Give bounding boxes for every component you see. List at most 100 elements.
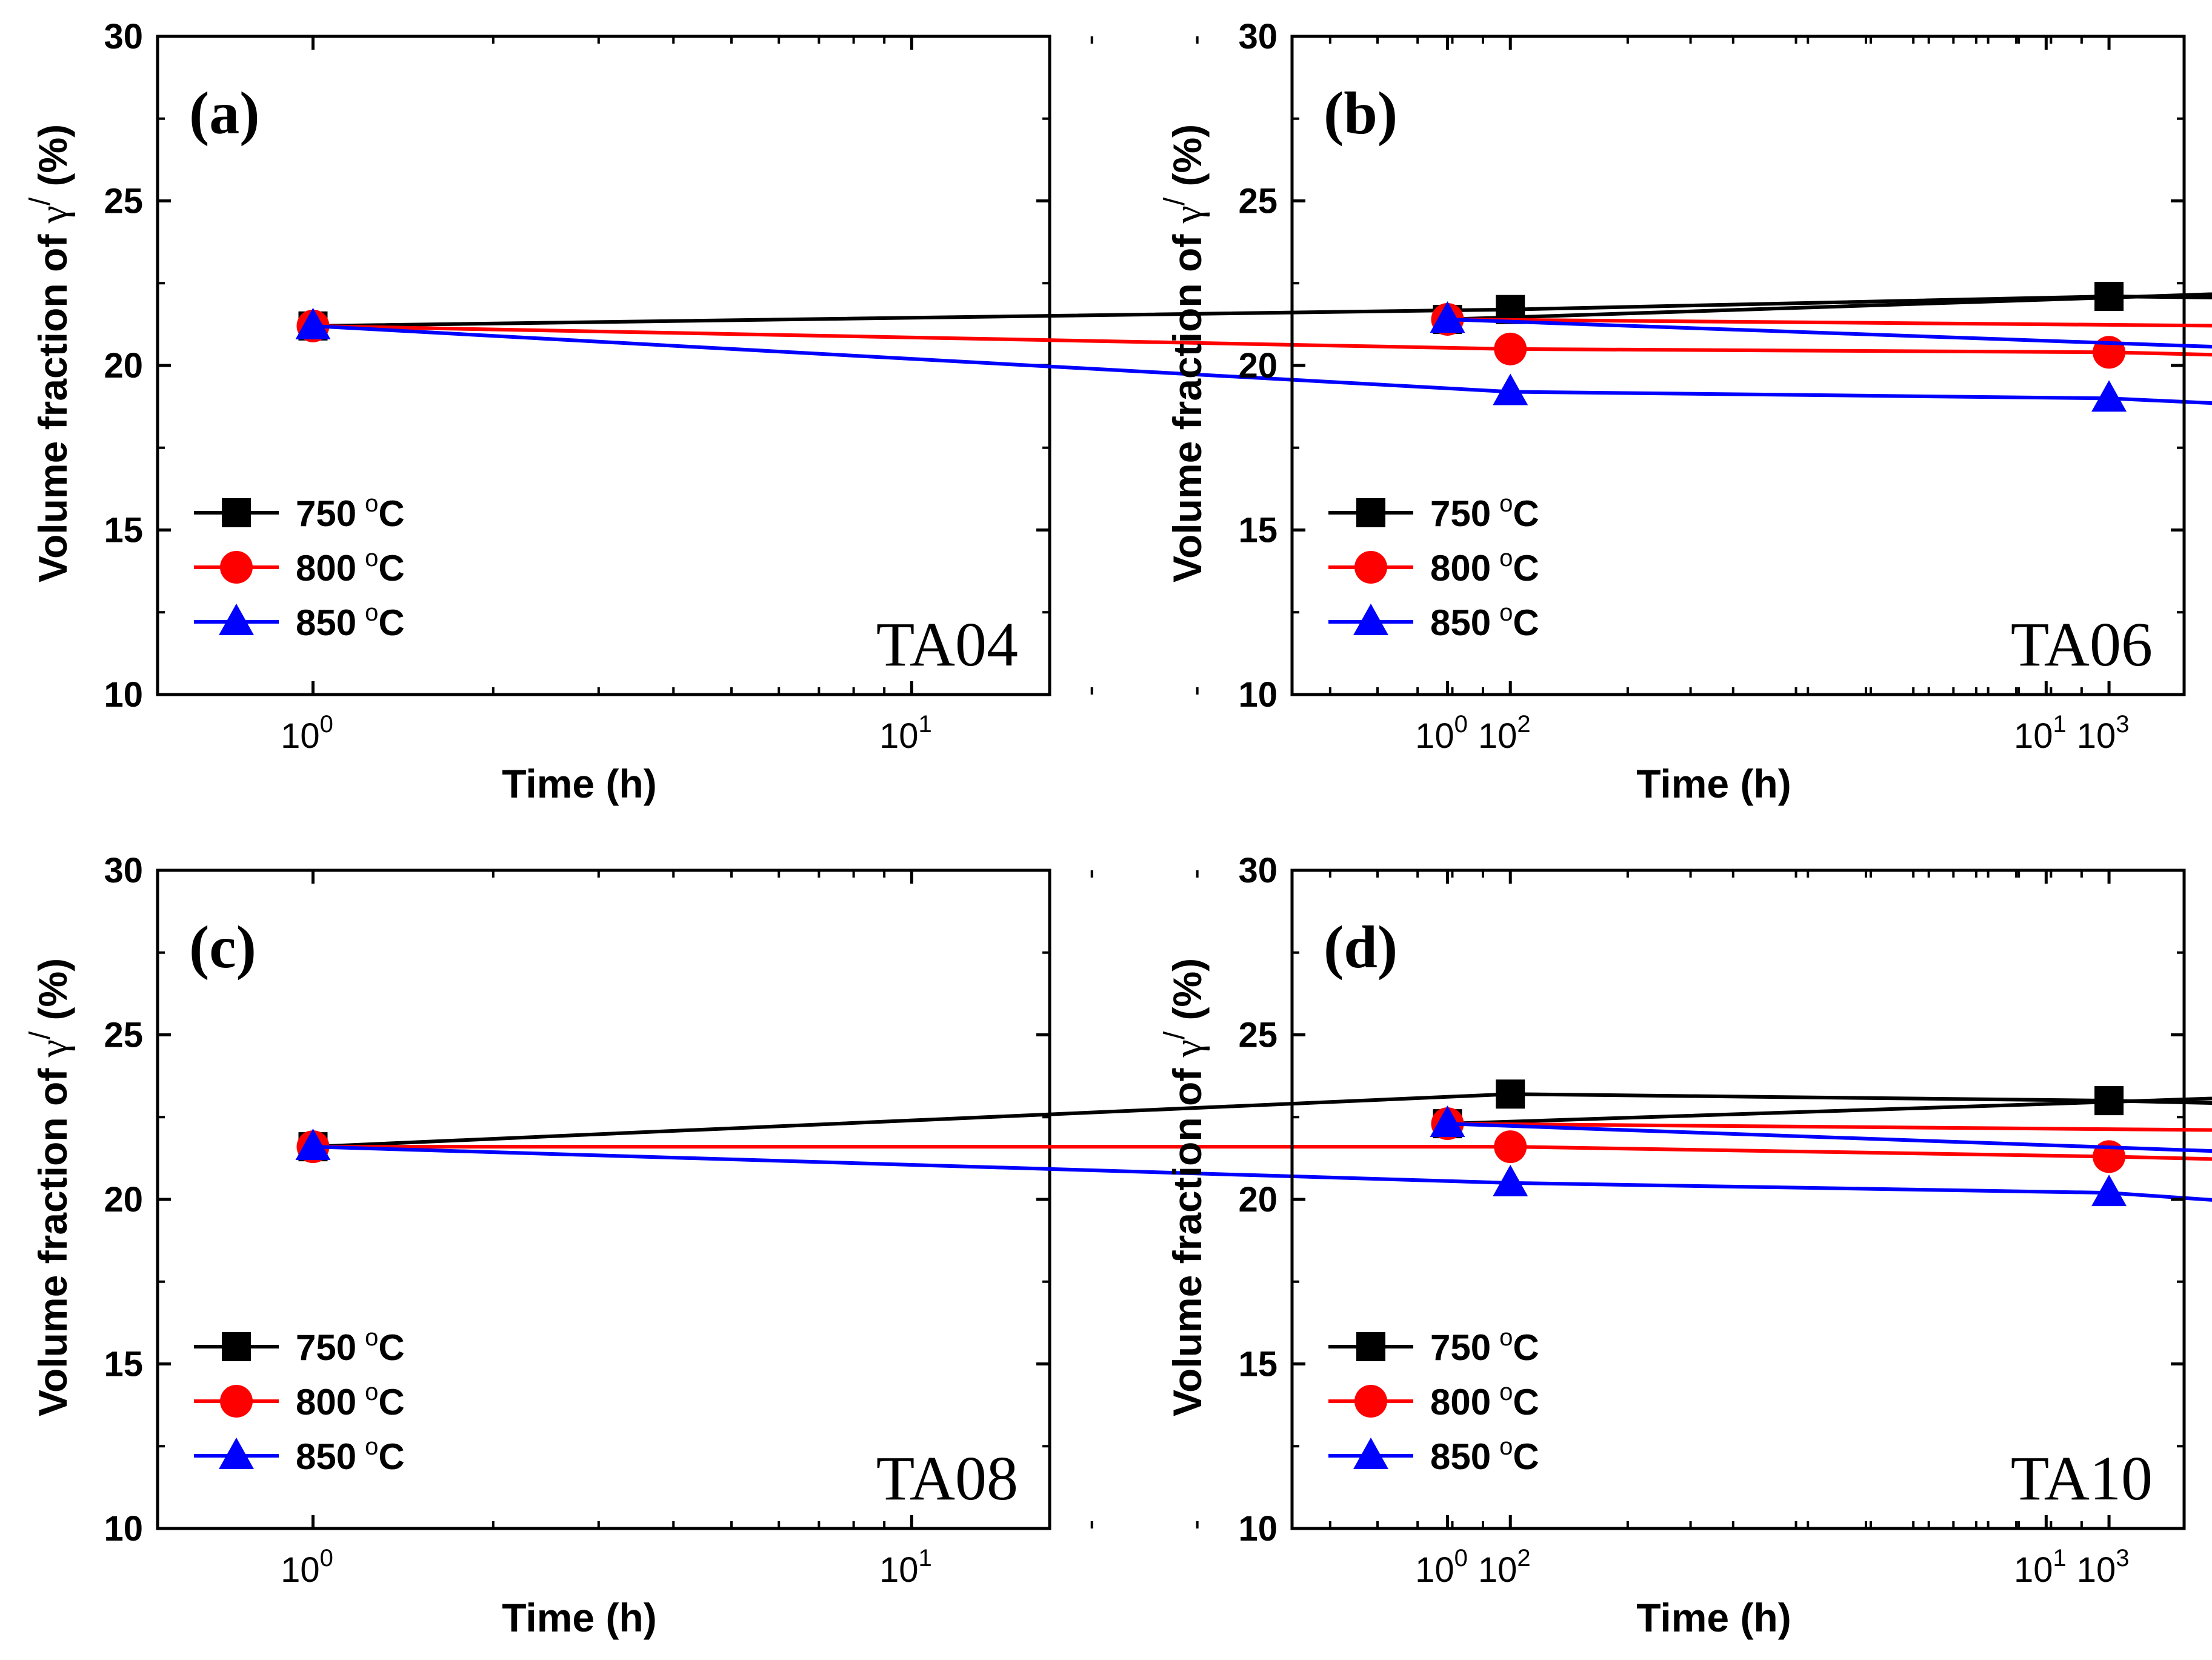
legend-degree: o xyxy=(365,599,378,626)
series-850 xyxy=(1430,301,2212,349)
legend-marker-square xyxy=(1356,498,1385,527)
x-tick-label: 100 xyxy=(281,1545,333,1590)
y-tick-label: 15 xyxy=(104,1345,143,1384)
legend-unit: C xyxy=(378,1382,404,1422)
legend-degree: o xyxy=(365,545,378,572)
x-tick-base: 10 xyxy=(2077,1550,2116,1590)
x-tick-exponent: 1 xyxy=(2053,711,2066,738)
sample-label: TA04 xyxy=(876,610,1018,679)
data-point-triangle xyxy=(295,307,331,339)
legend-degree: o xyxy=(365,490,378,517)
x-tick-label: 101 xyxy=(2014,711,2067,756)
x-tick-exponent: 0 xyxy=(1454,1545,1468,1572)
x-tick-exponent: 0 xyxy=(320,711,333,738)
panel-label: (b) xyxy=(1324,79,1397,147)
series-line xyxy=(313,294,2212,328)
y-label-prefix: Volume fraction of xyxy=(1165,1057,1210,1416)
data-point-triangle xyxy=(295,1128,331,1161)
legend-unit: C xyxy=(378,1436,404,1477)
legend-unit: C xyxy=(1513,493,1539,534)
x-tick-base: 10 xyxy=(2014,1550,2053,1590)
x-tick-label: 100 xyxy=(1415,1545,1468,1590)
panel-ta08: 1015202530100101102103104Time (h)Volume … xyxy=(24,851,2212,1640)
x-tick-base: 10 xyxy=(1415,1550,1454,1590)
legend-label: 750 oC xyxy=(1430,490,1539,534)
data-point-circle xyxy=(1494,332,1527,365)
legend-label: 850 oC xyxy=(296,599,405,643)
panel-ta10: 1015202530100101102103104Time (h)Volume … xyxy=(1159,851,2212,1640)
legend-label: 800 oC xyxy=(296,1379,405,1422)
x-tick-label: 102 xyxy=(1478,1545,1531,1590)
x-tick-exponent: 1 xyxy=(2053,1545,2066,1572)
y-label-prefix: Volume fraction of xyxy=(30,1057,75,1416)
x-tick-base: 10 xyxy=(1478,1550,1517,1590)
legend-temp: 750 xyxy=(296,493,356,534)
x-tick-label: 101 xyxy=(879,1545,932,1590)
legend-temp: 800 xyxy=(1430,1382,1491,1422)
y-label-suffix: (%) xyxy=(30,958,75,1032)
data-point-triangle xyxy=(1493,373,1528,405)
y-tick-label: 20 xyxy=(1238,1180,1278,1219)
series-line xyxy=(313,1092,2212,1149)
x-tick-base: 10 xyxy=(879,1550,919,1590)
legend-temp: 800 xyxy=(296,548,356,588)
series-line xyxy=(1447,1122,2212,1153)
legend-unit: C xyxy=(1513,1436,1539,1477)
legend-label: 750 oC xyxy=(1430,1324,1539,1368)
x-tick-label: 103 xyxy=(2077,1545,2130,1590)
panel-label: (c) xyxy=(189,913,256,981)
legend-unit: C xyxy=(378,548,404,588)
series-line xyxy=(313,1145,2212,1202)
y-label-prime: / xyxy=(24,1031,56,1039)
legend-temp: 800 xyxy=(296,1382,356,1422)
legend-degree: o xyxy=(1499,490,1513,517)
y-tick-label: 25 xyxy=(104,1016,143,1055)
plot-frame xyxy=(156,868,1051,1530)
sample-label: TA10 xyxy=(2011,1444,2153,1513)
x-tick-label: 100 xyxy=(281,711,333,756)
legend-temp: 750 xyxy=(1430,493,1491,534)
legend-label: 750 oC xyxy=(296,1324,405,1368)
x-tick-label: 103 xyxy=(2077,711,2130,756)
legend-temp: 850 xyxy=(296,1436,356,1477)
legend-marker-square xyxy=(1356,1332,1385,1361)
y-tick-label: 30 xyxy=(1238,17,1278,56)
x-tick-exponent: 3 xyxy=(2116,1545,2129,1572)
data-point-triangle xyxy=(1430,301,1465,333)
plot-frame xyxy=(156,35,1051,696)
y-tick-label: 25 xyxy=(104,182,143,221)
x-tick-exponent: 1 xyxy=(918,1545,931,1572)
x-axis-label: Time (h) xyxy=(1636,761,1791,806)
legend-temp: 800 xyxy=(1430,548,1491,588)
y-label-suffix: (%) xyxy=(30,124,75,198)
data-point-triangle xyxy=(1430,1105,1465,1138)
legend-degree: o xyxy=(365,1324,378,1351)
legend-marker-triangle xyxy=(219,1438,254,1469)
y-tick-label: 15 xyxy=(1238,1345,1278,1384)
data-point-circle xyxy=(1494,1130,1527,1164)
x-tick-label: 101 xyxy=(2014,1545,2067,1590)
y-tick-label: 20 xyxy=(1238,346,1278,385)
y-label-suffix: (%) xyxy=(1165,124,1210,198)
legend-unit: C xyxy=(1513,602,1539,643)
legend-label: 850 oC xyxy=(296,1433,405,1477)
panel-ta06: 1015202530100101102103104Time (h)Volume … xyxy=(1159,17,2212,806)
y-label-gamma: γ xyxy=(1166,1039,1210,1058)
legend-degree: o xyxy=(1499,599,1513,626)
y-tick-label: 10 xyxy=(104,675,143,715)
legend-marker-circle xyxy=(1354,1385,1387,1418)
series-850 xyxy=(295,307,2212,412)
legend-label: 800 oC xyxy=(1430,545,1539,588)
x-tick-exponent: 2 xyxy=(1517,711,1530,738)
legend-temp: 850 xyxy=(296,602,356,643)
plot-frame xyxy=(1290,868,2186,1530)
sample-label: TA06 xyxy=(2011,610,2153,679)
panel-ta04: 1015202530100101102103104Time (h)Volume … xyxy=(24,17,2212,806)
y-label-prime: / xyxy=(1159,1031,1191,1039)
legend-marker-circle xyxy=(220,1385,253,1418)
y-tick-label: 15 xyxy=(104,511,143,550)
